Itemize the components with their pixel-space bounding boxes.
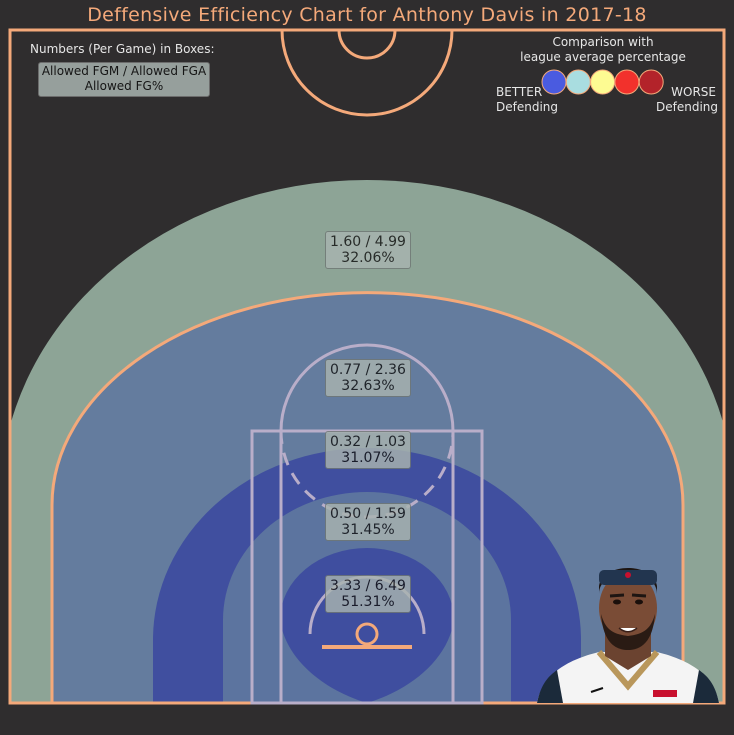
better-label: BETTER Defending [496,85,558,115]
worse-label: WORSE Defending [656,85,719,115]
zone-value: 0.50 / 1.59 [330,506,406,522]
center-circle-outer [280,29,454,117]
zone-pct: 51.31% [341,594,395,610]
scale-worse-strong-swatch [638,69,664,95]
zone-pct: 32.63% [341,378,395,394]
worse-label-2: Defending [656,100,719,114]
scale-worse-swatch [614,69,640,95]
scale-neutral-swatch [590,69,616,95]
hoop [355,622,379,646]
legend-box-line2: Allowed FG% [84,79,164,93]
zone-label-mid-short: 0.32 / 1.03 31.07% [325,431,411,469]
better-label-1: BETTER [496,85,543,99]
zone-label-restricted: 3.33 / 6.49 51.31% [325,575,411,613]
comparison-label-2: league average percentage [520,50,686,64]
zone-value: 1.60 / 4.99 [330,234,406,250]
player-headshot [537,568,719,703]
three-point-line [50,291,685,703]
legend-box-line1: Allowed FGM / Allowed FGA [41,64,207,78]
legend-numbers-label: Numbers (Per Game) in Boxes: [30,42,215,56]
zone-pct: 31.45% [341,522,395,538]
zone-pct: 32.06% [341,250,395,266]
zone-value: 0.77 / 2.36 [330,362,406,378]
free-throw-arc [279,343,455,432]
scale-better-swatch [565,69,591,95]
zone-value: 0.32 / 1.03 [330,434,406,450]
worse-label-1: WORSE [671,85,716,99]
better-label-2: Defending [496,100,559,114]
zone-value: 3.33 / 6.49 [330,578,406,594]
zone-pct: 31.07% [341,450,395,466]
legend-box: Allowed FGM / Allowed FGA Allowed FG% [38,62,210,97]
zone-label-3pt: 1.60 / 4.99 32.06% [325,231,411,269]
center-circle-inner [337,29,397,60]
chart-title: Deffensive Efficiency Chart for Anthony … [87,4,647,26]
comparison-label-1: Comparison with [552,35,654,49]
zone-label-mid-long: 0.77 / 2.36 32.63% [325,359,411,397]
zone-label-paint: 0.50 / 1.59 31.45% [325,503,411,541]
comparison-label: Comparison with league average percentag… [500,35,706,65]
